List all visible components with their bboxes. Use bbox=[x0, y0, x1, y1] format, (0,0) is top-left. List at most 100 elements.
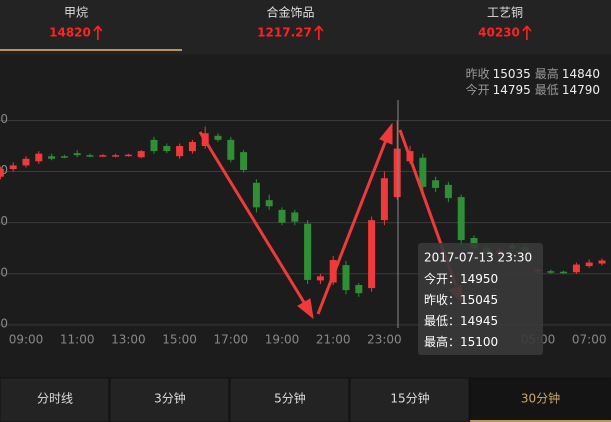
tooltip-label: 最低： bbox=[424, 314, 460, 328]
arrow-head bbox=[297, 298, 314, 320]
x-tick-label: 13:00 bbox=[111, 333, 146, 347]
candle-body bbox=[252, 182, 260, 208]
tooltip-row: 最高：15100 bbox=[424, 334, 498, 349]
tooltip-row: 今开：14950 bbox=[424, 271, 498, 286]
x-tick-label: 11:00 bbox=[60, 333, 95, 347]
candle-body bbox=[73, 153, 81, 156]
candle-body bbox=[547, 271, 555, 273]
candle-body bbox=[86, 155, 94, 157]
candle-body bbox=[278, 209, 286, 223]
candle-body bbox=[598, 260, 606, 264]
candle-body bbox=[380, 178, 388, 221]
period-tab-bg[interactable] bbox=[109, 377, 230, 422]
candle-body bbox=[9, 165, 17, 169]
stat-value: 14795 bbox=[493, 83, 531, 97]
x-tick-label: 17:00 bbox=[214, 333, 249, 347]
x-tick-label: 15:00 bbox=[162, 333, 197, 347]
x-tick-label: 23:00 bbox=[367, 333, 402, 347]
candle-body bbox=[393, 148, 401, 198]
y-tick-label: 14700 bbox=[0, 316, 8, 330]
tooltip-bg bbox=[418, 243, 543, 355]
tooltip-value: 15100 bbox=[460, 335, 498, 349]
stat-label: 最高 bbox=[535, 66, 559, 81]
candle-body bbox=[48, 156, 56, 159]
period-tab-label[interactable]: 3分钟 bbox=[154, 391, 186, 406]
tooltip-label: 最高： bbox=[424, 334, 460, 349]
y-tick-label: 15100 bbox=[0, 112, 8, 126]
period-tab-label[interactable]: 15分钟 bbox=[390, 391, 429, 406]
tooltip-value: 14945 bbox=[460, 314, 498, 328]
arrow bbox=[198, 131, 307, 305]
stat-value: 15035 bbox=[493, 67, 531, 81]
candle-body bbox=[432, 180, 440, 188]
candle-body bbox=[227, 139, 235, 160]
period-tab-bg[interactable] bbox=[0, 377, 110, 422]
candle-body bbox=[342, 265, 350, 291]
candle-body bbox=[35, 153, 43, 162]
candle-body bbox=[304, 223, 312, 280]
tooltip-time: 2017-07-13 23:30 bbox=[424, 251, 532, 265]
stats-line: 昨收 15035 最高 14840 bbox=[466, 66, 600, 81]
tooltip-row: 最低：14945 bbox=[424, 314, 498, 328]
candle-body bbox=[137, 151, 145, 158]
y-tick-label: 14800 bbox=[0, 265, 8, 279]
candle-body bbox=[188, 141, 196, 152]
tab-name[interactable]: 甲烷 bbox=[64, 6, 88, 20]
tooltip-label: 昨收： bbox=[424, 293, 460, 307]
tab-name[interactable]: 合金饰品 bbox=[266, 5, 314, 20]
candle-body bbox=[99, 155, 107, 157]
candle-body bbox=[444, 184, 452, 199]
stat-value: 14840 bbox=[562, 67, 600, 81]
tooltip-label: 今开： bbox=[424, 271, 460, 286]
candle-body bbox=[585, 262, 593, 267]
y-tick-label: 14900 bbox=[0, 214, 8, 228]
candle-body bbox=[457, 197, 465, 241]
tab-price[interactable]: 1217.27 bbox=[257, 26, 312, 40]
period-tab-bg[interactable] bbox=[349, 377, 470, 422]
candle-body bbox=[176, 146, 184, 157]
candle-body bbox=[560, 271, 568, 274]
tooltip-value: 14950 bbox=[460, 272, 498, 286]
candle-body bbox=[572, 264, 580, 273]
candle-body bbox=[150, 139, 158, 152]
candle-body bbox=[124, 154, 132, 157]
candle-body bbox=[60, 156, 68, 158]
x-tick-label: 07:00 bbox=[572, 333, 607, 347]
header: 甲烷 14820 合金饰品 1217.27 工艺铜 40230 昨收 15035 最高 14840… bbox=[49, 5, 600, 97]
candle-body bbox=[419, 157, 427, 187]
up-arrow-icon bbox=[93, 25, 103, 40]
candle-body bbox=[265, 200, 273, 207]
x-tick-label: 21:00 bbox=[316, 333, 351, 347]
period-tab-bg[interactable] bbox=[469, 377, 611, 422]
candle-body bbox=[22, 158, 30, 166]
arrow-head bbox=[379, 122, 393, 145]
active-underline bbox=[0, 49, 182, 51]
stat-label: 昨收 bbox=[466, 67, 490, 81]
tab-price[interactable]: 14820 bbox=[49, 26, 91, 40]
period-tab-label[interactable]: 分时线 bbox=[37, 392, 73, 406]
arrow bbox=[316, 139, 388, 315]
candle-body bbox=[240, 152, 248, 171]
tab-price[interactable]: 40230 bbox=[478, 26, 520, 40]
candle-body bbox=[214, 135, 222, 140]
y-tick-label: 15000 bbox=[0, 163, 8, 177]
candle-body bbox=[368, 220, 376, 289]
period-tab-label[interactable]: 5分钟 bbox=[274, 391, 306, 406]
stats-line: 今开 14795 最低 14790 bbox=[466, 82, 600, 97]
stat-label: 今开 bbox=[466, 82, 490, 97]
tooltip-value: 15045 bbox=[460, 293, 498, 307]
x-tick-label: 09:00 bbox=[9, 333, 44, 347]
candle-body bbox=[112, 155, 120, 157]
up-arrow-icon bbox=[314, 25, 324, 40]
period-tab-label[interactable]: 30分钟 bbox=[521, 391, 560, 406]
period-tabs: 分时线 3分钟 5分钟 15分钟 30分钟 bbox=[0, 377, 611, 422]
stat-label: 最低 bbox=[535, 83, 559, 97]
period-tab-bg[interactable] bbox=[229, 377, 350, 422]
tooltip-row: 昨收：15045 bbox=[424, 293, 498, 307]
tooltip: 2017-07-13 23:30今开：14950昨收：15045最低：14945… bbox=[424, 251, 532, 349]
tab-name[interactable]: 工艺铜 bbox=[487, 5, 523, 20]
candle-body bbox=[163, 146, 171, 152]
candle-body bbox=[355, 285, 363, 294]
